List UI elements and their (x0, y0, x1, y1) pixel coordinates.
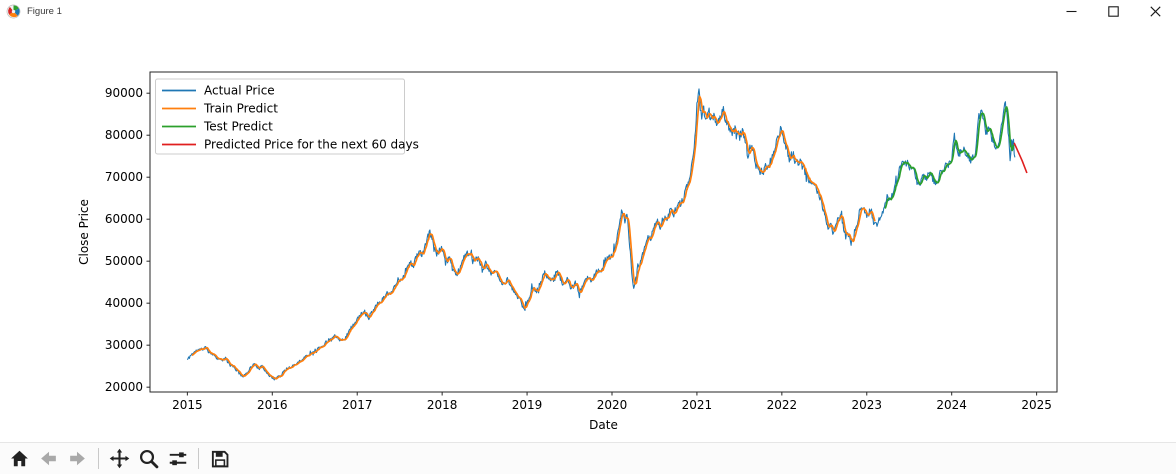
sliders-icon (169, 451, 186, 465)
close-icon (1149, 5, 1161, 17)
legend-label: Test Predict (203, 120, 273, 134)
y-tick-label: 90000 (105, 86, 143, 100)
x-axis: 2015 2016 2017 2018 2019 2020 2021 2022 2023 2024… (172, 392, 1052, 412)
legend: Actual Price Train Predict Test Predict Pre… (155, 78, 419, 155)
pan-icon (109, 448, 130, 469)
axes-frame (149, 71, 1058, 393)
x-tick-label: 2024 (936, 398, 967, 412)
save-button[interactable] (206, 445, 233, 472)
y-tick-label: 50000 (105, 254, 143, 268)
y-tick-label: 30000 (105, 338, 143, 352)
y-tick-label: 60000 (105, 212, 143, 226)
test-predict-line (884, 106, 1015, 209)
window-title: Figure 1 (27, 5, 62, 17)
actual-price-line (186, 88, 1016, 381)
window-controls (1050, 0, 1176, 22)
close-button[interactable] (1134, 0, 1176, 22)
predicted-price-for-the-next-60-days-line (1013, 142, 1028, 174)
home-button[interactable] (6, 445, 33, 472)
y-tick-label: 70000 (105, 170, 143, 184)
title-bar: Figure 1 (0, 0, 1176, 22)
x-tick-label: 2015 (172, 398, 203, 412)
toolbar-separator (198, 448, 199, 469)
x-tick-label: 2018 (427, 398, 458, 412)
legend-label: Actual Price (204, 84, 275, 98)
matplotlib-logo-icon (6, 4, 21, 18)
forward-arrow-icon (70, 451, 85, 466)
legend-label: Predicted Price for the next 60 days (204, 138, 419, 152)
x-tick-label: 2025 (1021, 398, 1052, 412)
legend-box (155, 78, 405, 155)
x-tick-label: 2020 (597, 398, 628, 412)
y-tick-label: 40000 (105, 296, 143, 310)
pan-button[interactable] (106, 445, 133, 472)
x-tick-label: 2016 (257, 398, 288, 412)
x-tick-label: 2017 (342, 398, 373, 412)
configure-subplots-button[interactable] (164, 445, 191, 472)
toolbar-separator (98, 448, 99, 469)
magnifier-icon (139, 449, 158, 468)
y-tick-label: 20000 (105, 380, 143, 394)
minimize-button[interactable] (1050, 0, 1092, 22)
save-floppy-icon (211, 450, 228, 467)
y-axis: 20000 30000 40000 50000 60000 70000 80000 90000 (105, 86, 150, 394)
x-tick-label: 2022 (767, 398, 798, 412)
y-tick-label: 80000 (105, 128, 143, 142)
minimize-icon (1066, 10, 1076, 12)
legend-label: Train Predict (203, 102, 278, 116)
maximize-icon (1107, 5, 1119, 17)
x-tick-label: 2019 (512, 398, 543, 412)
x-tick-label: 2021 (682, 398, 713, 412)
x-axis-label: Date (589, 418, 618, 432)
x-tick-label: 2023 (851, 398, 882, 412)
y-axis-label: Close Price (77, 199, 91, 265)
plot-area[interactable]: 2015 2016 2017 2018 2019 2020 2021 2022 2023 2024… (0, 22, 1176, 442)
home-icon (11, 450, 28, 467)
maximize-button[interactable] (1092, 0, 1134, 22)
forward-button[interactable] (64, 445, 91, 472)
zoom-button[interactable] (135, 445, 162, 472)
train-predict-line (191, 95, 876, 380)
navigation-toolbar (0, 442, 1176, 474)
back-arrow-icon (41, 451, 56, 466)
back-button[interactable] (35, 445, 62, 472)
figure-canvas: 2015 2016 2017 2018 2019 2020 2021 2022 2023 2024… (0, 22, 1176, 442)
